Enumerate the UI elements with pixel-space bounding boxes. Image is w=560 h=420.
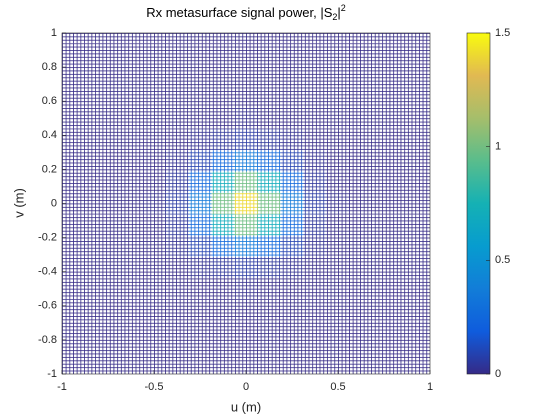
y-tick-label: -1 (47, 368, 57, 380)
colorbar-tick-label: 0 (495, 368, 501, 380)
x-tick-label: -1 (57, 381, 67, 393)
chart-title: Rx metasurface signal power, |S2|2 (146, 3, 346, 22)
colorbar-tick-label: 0.5 (495, 254, 510, 266)
title-sub: 2 (332, 12, 337, 22)
y-tick-label: 0.8 (42, 61, 57, 73)
x-axis-label: u (m) (231, 399, 261, 414)
y-tick-label: -0.4 (38, 266, 57, 278)
colorbar-tick-label: 1 (495, 141, 501, 153)
x-tick-label: -0.5 (145, 381, 164, 393)
y-axis-label: v (m) (11, 188, 26, 218)
colorbar-tick-label: 1.5 (495, 27, 510, 39)
y-tick-label: 0.4 (42, 129, 57, 141)
colorbar (466, 32, 491, 375)
y-tick-label: 1 (51, 27, 57, 39)
y-tick-label: 0 (51, 197, 57, 209)
x-tick-label: 0.5 (330, 381, 345, 393)
y-tick-label: -0.2 (38, 232, 57, 244)
y-tick-label: -0.6 (38, 300, 57, 312)
title-after: | (337, 5, 340, 20)
x-tick-label: 1 (427, 381, 433, 393)
y-tick-label: 0.2 (42, 163, 57, 175)
x-tick-label: 0 (243, 381, 249, 393)
mesh-overlay (62, 33, 430, 374)
title-text: Rx metasurface signal power, |S (146, 5, 333, 20)
y-tick-label: -0.8 (38, 334, 57, 346)
y-tick-label: 0.6 (42, 95, 57, 107)
title-sup: 2 (341, 3, 346, 13)
